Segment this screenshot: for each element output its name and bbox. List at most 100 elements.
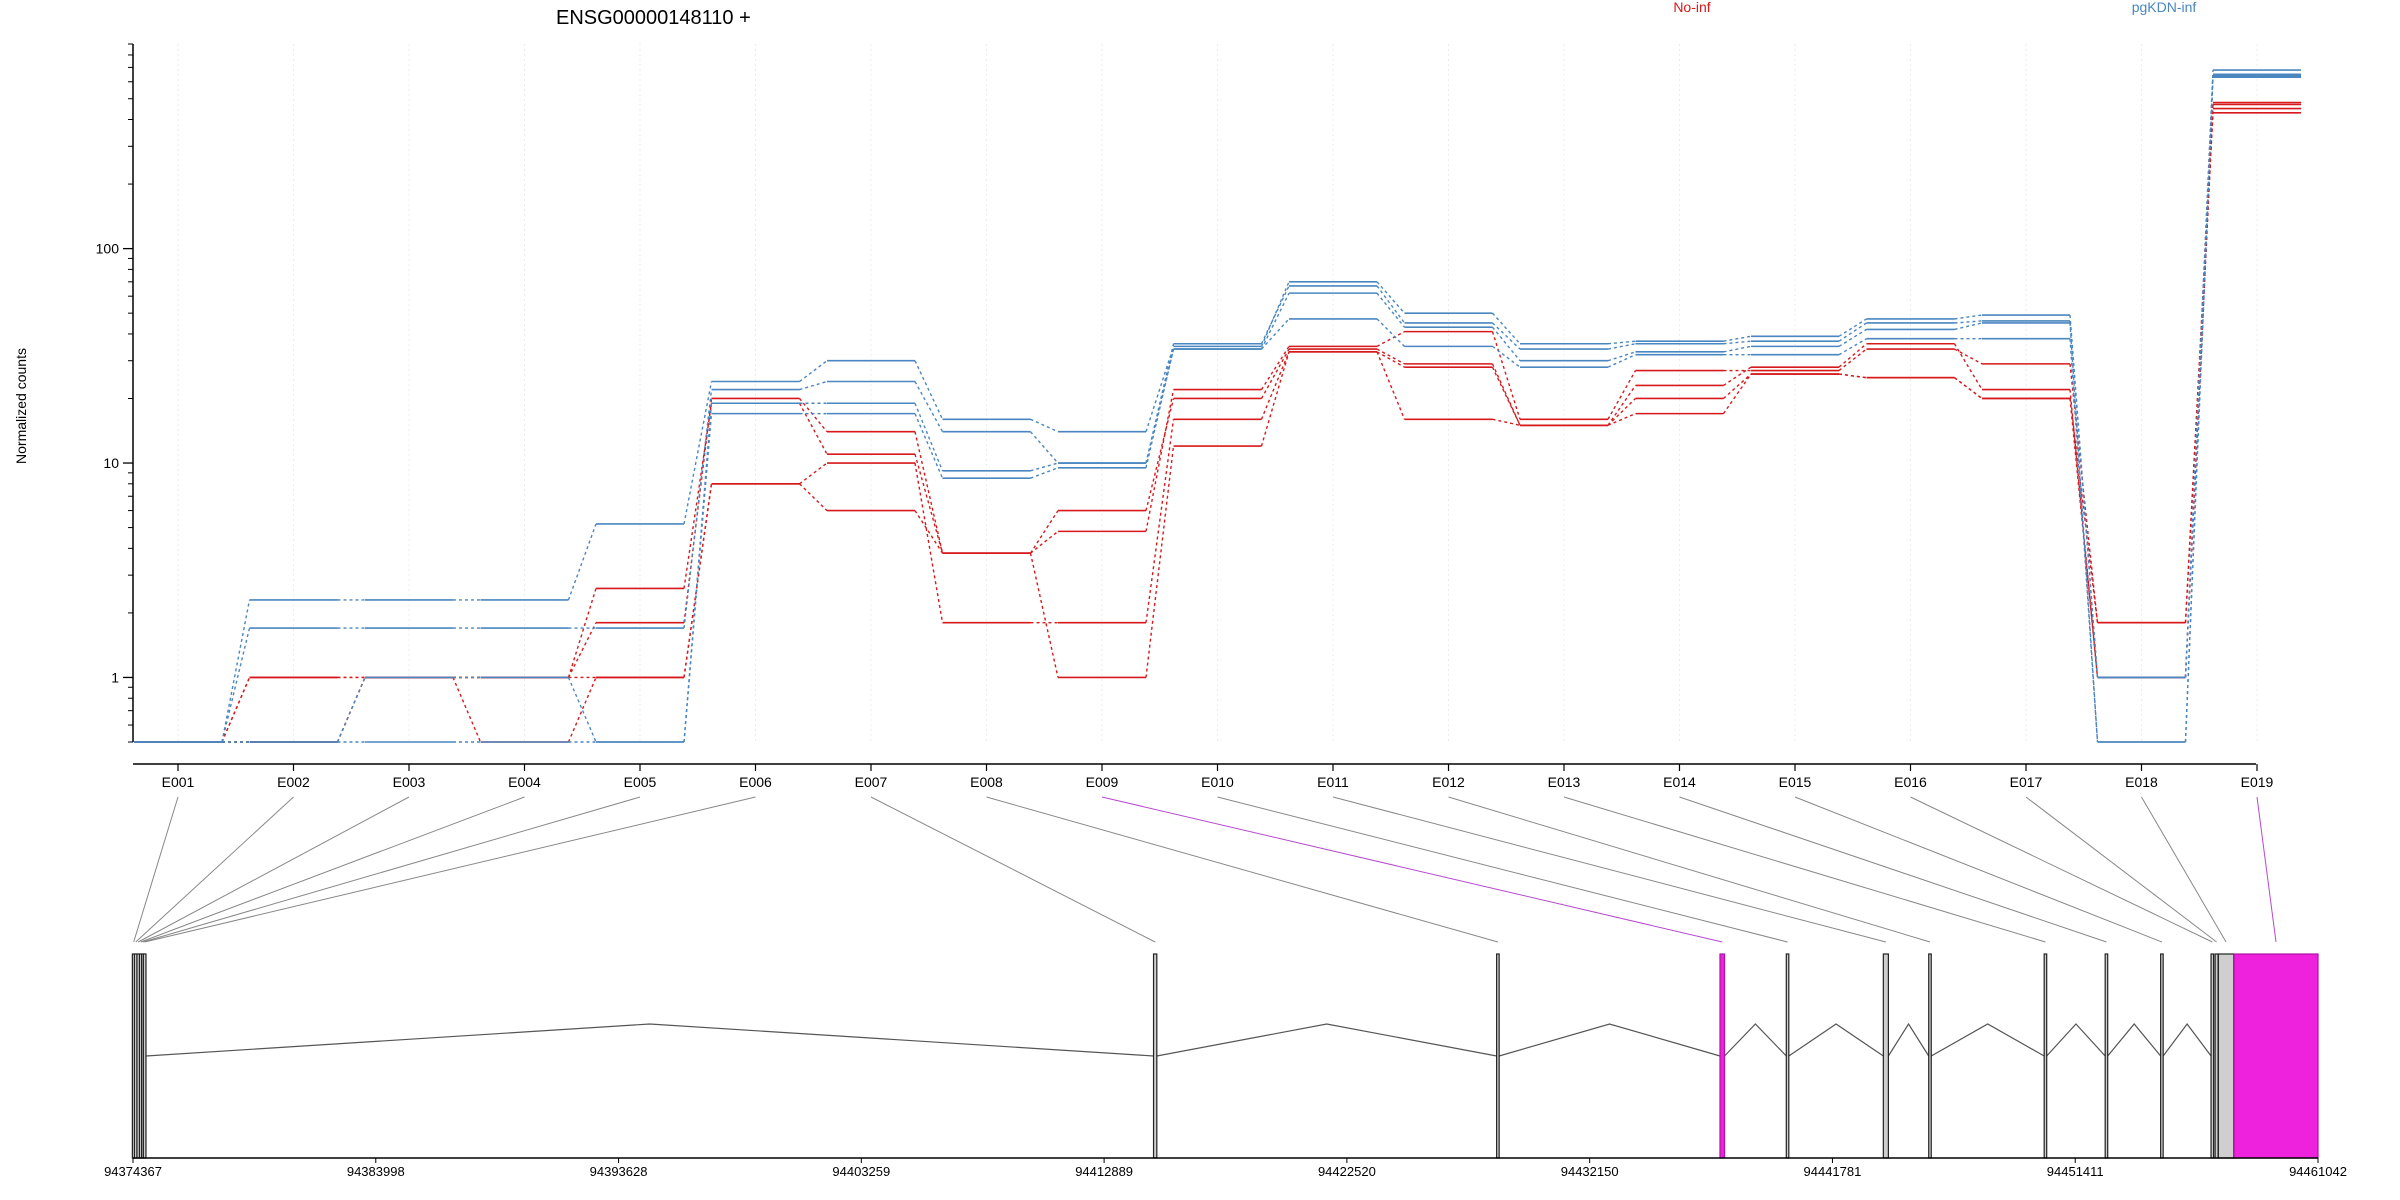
exon-box-e017 [2214, 953, 2219, 1159]
exon-transition [1492, 322, 1521, 350]
exon-transition [452, 677, 482, 743]
series-lines [134, 69, 2301, 743]
exon-transition [1954, 322, 1983, 331]
exon-transition [1145, 419, 1175, 623]
connector-e004 [140, 796, 525, 943]
exon-box-e015 [2160, 953, 2164, 1159]
x-tick-label-e006: E006 [739, 774, 772, 790]
coordinate-tick-label: 94422520 [1318, 1164, 1376, 1179]
y-axis-label: Normalized counts [13, 348, 29, 464]
coordinate-tick-label: 94393628 [590, 1164, 648, 1179]
series-no-inf-2 [134, 107, 2301, 743]
series-pgkdn-inf-8 [134, 74, 2301, 743]
legend-label-pgkdn-inf: pgKDN-inf [2132, 0, 2197, 15]
exon-transition [1607, 340, 1636, 345]
intron-line [1887, 1022, 1930, 1057]
exon-transition [1607, 354, 1636, 368]
exon-transition [799, 360, 828, 383]
exon-transition [1491, 326, 1521, 362]
exon-transition [567, 677, 597, 743]
exon-transition [683, 389, 713, 629]
connector-e007 [870, 796, 1156, 943]
exon-transition [683, 483, 713, 678]
exon-transition [336, 677, 366, 743]
exon-transition [799, 483, 828, 512]
axes: E001 E002 E003 E004 E005 E006 E007 E008 E009 E010… [96, 43, 2274, 790]
exon-transition [914, 360, 944, 420]
intron-line [2162, 1022, 2212, 1057]
x-tick-label-e001: E001 [162, 774, 195, 790]
exon-transition [221, 599, 251, 743]
exon-transition [567, 677, 597, 743]
x-tick-label-e009: E009 [1086, 774, 1119, 790]
exon-transition [799, 462, 828, 485]
coordinate-tick-label: 94461042 [2289, 1164, 2347, 1179]
exon-transition [1954, 377, 1983, 400]
connector-e013 [1563, 796, 2046, 943]
connector-e005 [142, 796, 641, 943]
exon-transition [1376, 351, 1406, 420]
exon-transition [914, 402, 944, 472]
exon-transition [1029, 510, 1059, 554]
exon-transition [1145, 398, 1175, 511]
exon-transition [1491, 363, 1521, 426]
exon-box-e012 [1928, 953, 1932, 1159]
coordinate-tick-label: 94441781 [1804, 1164, 1862, 1179]
exon-transition [1029, 552, 1059, 678]
connector-e003 [138, 796, 410, 943]
exon-transition [1954, 348, 1983, 365]
connector-e001 [133, 796, 179, 943]
x-tick-label-e018: E018 [2125, 774, 2158, 790]
x-tick-label-e012: E012 [1432, 774, 1465, 790]
exon-transition [1838, 343, 1867, 368]
exon-box-e019 [2233, 953, 2319, 1159]
x-tick-label-e004: E004 [508, 774, 541, 790]
exon-transition [1030, 530, 1059, 554]
exon-transition [1376, 318, 1405, 347]
exon-transition [1260, 351, 1290, 420]
exon-transition [1260, 351, 1290, 447]
exon-transition [683, 403, 713, 589]
exon-transition [1723, 373, 1752, 400]
intron-line [145, 1023, 1154, 1057]
legend-label-no-inf: No-inf [1673, 0, 1710, 15]
exon-transition [799, 380, 828, 391]
connector-e011 [1332, 796, 1886, 943]
x-tick-label-e019: E019 [2241, 774, 2274, 790]
exon-transition [798, 402, 828, 455]
exon-box-e016 [2210, 953, 2215, 1159]
x-tick-label-e013: E013 [1548, 774, 1581, 790]
x-tick-label-e002: E002 [277, 774, 310, 790]
exon-box-e006 [142, 953, 147, 1159]
coordinate-tick-label: 94374367 [104, 1164, 162, 1179]
exon-transition [914, 510, 944, 554]
chart-title: ENSG00000148110 + [556, 7, 751, 29]
exon-transition [1260, 318, 1290, 350]
x-tick-label-e005: E005 [624, 774, 657, 790]
connector-e015 [1794, 796, 2163, 943]
exon-transition [1030, 462, 1059, 472]
exon-transition [798, 398, 828, 433]
exon-transition [1838, 328, 1867, 347]
intron-line [2046, 1023, 2106, 1057]
exon-transition [1838, 348, 1867, 372]
connector-e008 [986, 796, 1499, 943]
exon-transition [1722, 373, 1752, 415]
connector-e018 [2141, 796, 2227, 943]
exon-transition [2069, 322, 2099, 743]
x-tick-label-e010: E010 [1201, 774, 1234, 790]
exon-transition [1376, 281, 1406, 314]
exon-transition [1145, 445, 1175, 678]
coordinate-tick-label: 94403259 [832, 1164, 890, 1179]
exon-transition [1029, 431, 1059, 464]
exon-transition [914, 431, 944, 554]
exon-transition [1376, 292, 1406, 328]
exon-transition [1376, 348, 1405, 365]
exon-transition [1723, 335, 1752, 342]
exon-transition [1145, 389, 1175, 532]
exon-transition [1607, 385, 1637, 426]
connector-e009 [1101, 796, 1723, 943]
x-tick-label-e011: E011 [1317, 774, 1349, 790]
intron-line [1156, 1023, 1497, 1057]
